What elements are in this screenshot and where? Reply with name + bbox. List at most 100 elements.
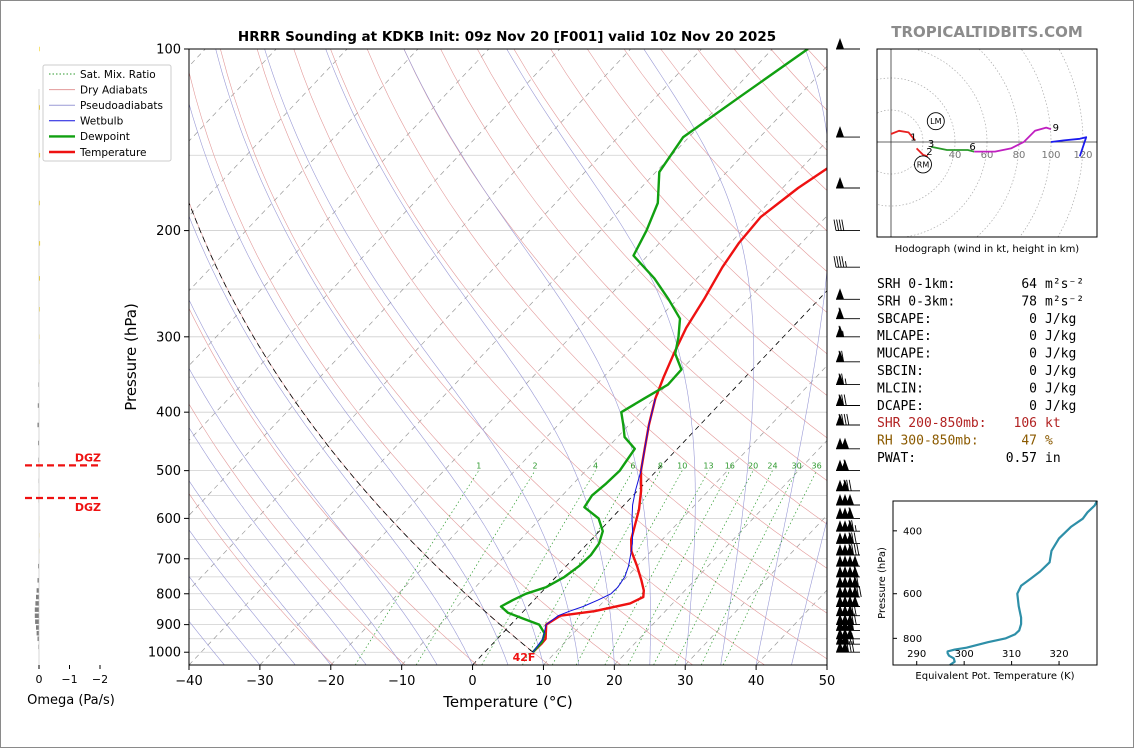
site-watermark: TROPICALTIDBITS.COM	[891, 23, 1083, 41]
stat-unit: J/kg	[1045, 364, 1076, 379]
wind-barb	[836, 543, 860, 556]
isotherm-line	[826, 664, 827, 665]
wind-barb-flag	[833, 256, 837, 268]
pseudoadiabat-line	[189, 102, 509, 665]
legend-label: Temperature	[79, 147, 147, 159]
wind-barb-flag	[846, 641, 850, 653]
mixing-ratio-line	[674, 470, 773, 665]
storm-motion-label: LM	[930, 117, 941, 126]
legend-label: Sat. Mix. Ratio	[80, 69, 156, 81]
wind-barb	[833, 219, 860, 232]
wind-barb	[836, 126, 860, 138]
wind-barb-flag	[858, 585, 862, 598]
wind-barb-flag	[851, 613, 855, 625]
hodograph-trace	[974, 126, 1052, 153]
wind-barb	[836, 507, 860, 519]
theta-e-line	[946, 500, 1098, 666]
wind-barb-flag	[838, 413, 842, 426]
isotherm-line	[189, 49, 560, 441]
wind-barb	[836, 565, 860, 578]
dry-adiabat-line	[477, 49, 827, 439]
wind-barb	[836, 479, 860, 492]
theta-e-y-tick-label: 800	[903, 634, 922, 645]
mixing-ratio-line	[653, 470, 754, 665]
pseudoadiabat-line	[189, 215, 473, 665]
mixing-ratio-label: 13	[703, 462, 713, 471]
theta-e-x-tick-label: 310	[1002, 649, 1021, 660]
pseudoadiabat-line	[215, 49, 544, 665]
wind-barb-pennant	[841, 437, 849, 449]
mixing-ratio-label: 4	[593, 462, 598, 471]
storm-motion-marker	[914, 155, 932, 174]
dry-adiabat-line	[440, 49, 827, 482]
mixing-ratio-line	[415, 470, 536, 665]
dry-adiabat-line	[330, 49, 827, 614]
wind-barb-flag	[843, 479, 847, 491]
wind-barb	[836, 604, 860, 617]
dry-adiabat-line	[189, 403, 406, 665]
wind-barb-flag	[833, 219, 837, 231]
storm-motion-label: RM	[917, 160, 930, 169]
wind-barb	[836, 350, 860, 363]
y-tick-label: 600	[156, 512, 181, 527]
y-tick-label: 800	[156, 587, 181, 602]
x-tick-label: 20	[606, 674, 623, 689]
wind-barb-halfflag	[842, 330, 845, 337]
stat-value: 0	[1029, 329, 1037, 344]
wind-barb	[836, 394, 860, 406]
mixing-ratio-line	[522, 470, 634, 665]
wind-barb	[836, 555, 860, 567]
pseudoadiabat-line	[264, 49, 580, 665]
dry-adiabat-line	[220, 49, 693, 665]
wind-barb	[836, 373, 860, 386]
wind-barb-flag	[856, 585, 860, 598]
wind-barb-flag	[853, 543, 857, 556]
mixing-ratio-label: 8	[658, 462, 663, 471]
mixing-ratio-label: 36	[812, 462, 822, 471]
wetbulb-line	[532, 398, 656, 653]
mixing-ratio-line	[627, 470, 731, 665]
stat-unit: J/kg	[1045, 329, 1076, 344]
legend-label: Dewpoint	[80, 131, 130, 143]
wind-barb	[836, 520, 860, 532]
stat-label: RH 300-850mb:	[877, 434, 979, 449]
wind-barb-flag	[843, 413, 847, 426]
wind-barb	[836, 494, 860, 506]
wind-barb-flag	[848, 619, 852, 631]
y-axis-label: Pressure (hPa)	[122, 303, 140, 411]
mixing-ratio-label: 20	[748, 462, 758, 471]
pseudoadiabat-line	[189, 427, 367, 665]
chart-title: HRRR Sounding at KDKB Init: 09z Nov 20 […	[238, 29, 776, 45]
hodograph-trace	[1050, 136, 1088, 157]
stat-unit: J/kg	[1045, 399, 1076, 414]
isotherm-line	[401, 215, 827, 665]
legend-label: Wetbulb	[80, 116, 124, 128]
dry-adiabat-line	[403, 49, 827, 525]
wind-barb-pennant	[851, 595, 859, 607]
isotherm-line	[330, 140, 827, 665]
wind-barb-flag	[856, 576, 860, 588]
mixing-ratio-line	[722, 470, 817, 665]
hodograph-height-label: 9	[1053, 123, 1059, 134]
stat-unit: kt	[1045, 416, 1061, 431]
wind-barb-flag	[848, 633, 852, 645]
surface-temperature-label: 42F	[513, 651, 536, 664]
wind-barb-flag	[843, 633, 847, 645]
wind-barb-halfflag	[854, 525, 857, 532]
stat-label: MLCAPE:	[877, 329, 932, 344]
isotherm-line	[189, 49, 773, 665]
wind-barb-flag	[843, 459, 847, 471]
hodograph-trace	[930, 145, 975, 153]
dry-adiabat-line	[189, 493, 334, 665]
hodograph-ring-label: 120	[1073, 150, 1092, 161]
stat-value: 78	[1021, 294, 1037, 309]
isotherm-line	[472, 290, 827, 665]
parcel-path-line	[189, 201, 534, 653]
wind-barb-pennant	[836, 126, 844, 138]
stat-value: 64	[1021, 277, 1037, 292]
isotherm-line	[189, 49, 490, 367]
mixing-ratio-label: 1	[476, 462, 481, 471]
wind-barb	[836, 38, 860, 50]
wind-barb-flag	[853, 613, 857, 625]
